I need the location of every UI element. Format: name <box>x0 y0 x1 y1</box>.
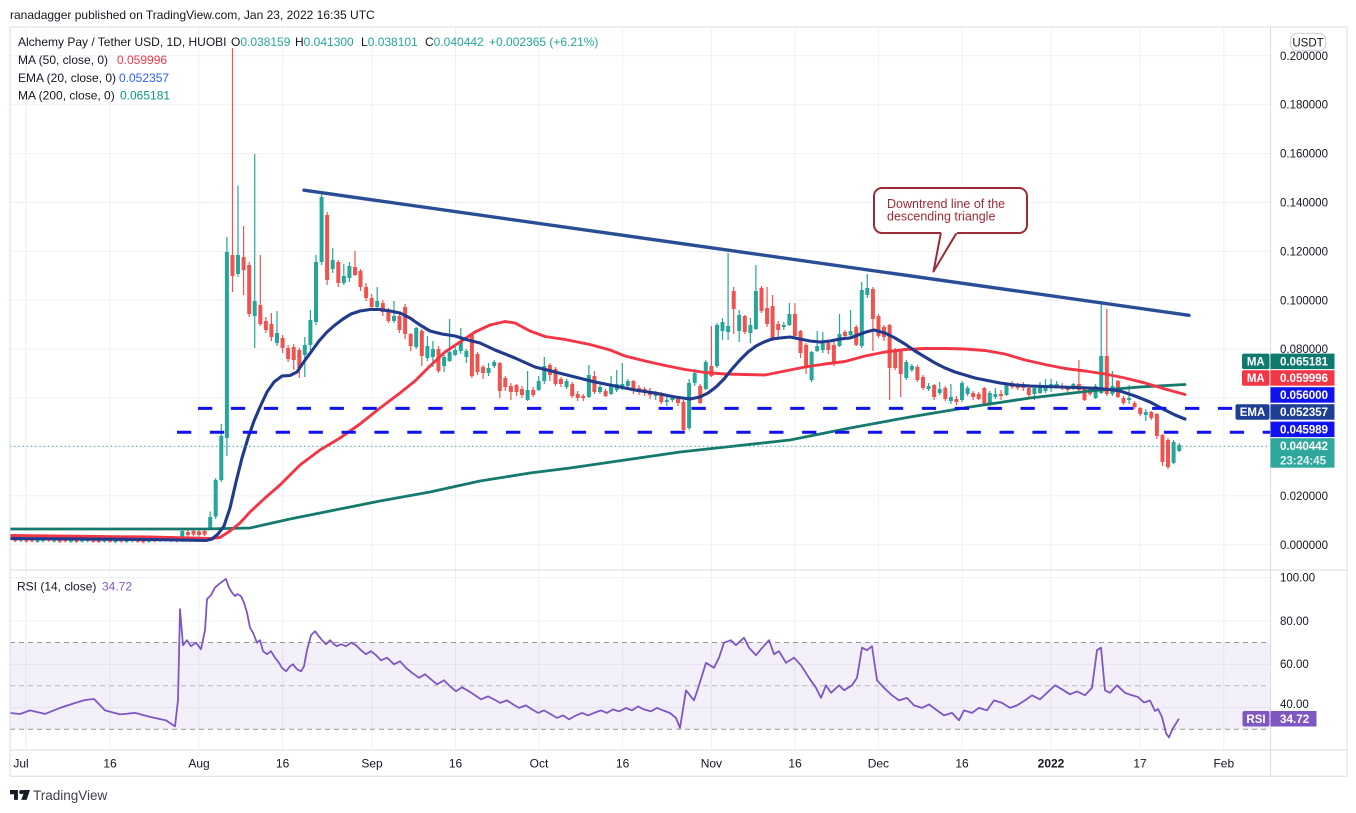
svg-text:80.00: 80.00 <box>1280 616 1309 628</box>
svg-text:EMA: EMA <box>1240 407 1266 419</box>
svg-text:100.00: 100.00 <box>1280 573 1315 585</box>
svg-text:+0.002365 (+6.21%): +0.002365 (+6.21%) <box>489 35 598 49</box>
svg-text:0.052357: 0.052357 <box>1280 406 1328 419</box>
svg-text:0.045989: 0.045989 <box>1280 424 1329 437</box>
svg-text:MA: MA <box>1247 357 1265 369</box>
svg-text:34.72: 34.72 <box>102 580 132 594</box>
svg-text:Nov: Nov <box>701 757 722 771</box>
svg-text:MA: MA <box>1247 373 1265 385</box>
svg-text:16: 16 <box>788 757 802 771</box>
svg-text:H0.041300: H0.041300 <box>295 35 354 49</box>
svg-text:0.160000: 0.160000 <box>1280 149 1328 161</box>
svg-text:40.00: 40.00 <box>1280 699 1309 711</box>
svg-text:ranadagger published on Tradin: ranadagger published on TradingView.com,… <box>10 8 375 22</box>
svg-text:16: 16 <box>449 757 463 771</box>
svg-text:16: 16 <box>103 757 117 771</box>
svg-text:0.052357: 0.052357 <box>119 71 169 85</box>
svg-text:0.020000: 0.020000 <box>1280 491 1328 503</box>
svg-text:L0.038101: L0.038101 <box>361 35 418 49</box>
svg-text:RSI: RSI <box>1246 714 1265 726</box>
svg-text:16: 16 <box>616 757 630 771</box>
svg-text:0.059996: 0.059996 <box>117 53 167 67</box>
svg-text:TradingView: TradingView <box>33 788 108 803</box>
svg-text:C0.040442: C0.040442 <box>425 35 484 49</box>
svg-text:RSI (14, close): RSI (14, close) <box>17 580 96 594</box>
svg-text:0.200000: 0.200000 <box>1280 51 1328 63</box>
svg-text:Oct: Oct <box>530 757 549 771</box>
svg-text:Feb: Feb <box>1213 757 1234 771</box>
svg-text:60.00: 60.00 <box>1280 659 1309 671</box>
svg-text:Dec: Dec <box>868 757 889 771</box>
svg-text:0.080000: 0.080000 <box>1280 344 1328 356</box>
svg-text:0.065181: 0.065181 <box>1280 356 1329 369</box>
svg-text:0.180000: 0.180000 <box>1280 100 1328 112</box>
svg-text:16: 16 <box>955 757 969 771</box>
svg-text:Downtrend line of the: Downtrend line of the <box>887 197 1005 211</box>
svg-text:USDT: USDT <box>1292 37 1323 49</box>
svg-text:EMA (20, close, 0): EMA (20, close, 0) <box>18 71 116 85</box>
svg-text:0.040442: 0.040442 <box>1280 440 1329 453</box>
svg-text:0.059996: 0.059996 <box>1280 372 1329 385</box>
svg-text:0.000000: 0.000000 <box>1280 540 1328 552</box>
svg-text:MA (200, close, 0): MA (200, close, 0) <box>18 89 115 103</box>
svg-text:0.100000: 0.100000 <box>1280 295 1328 307</box>
svg-text:0.120000: 0.120000 <box>1280 246 1328 258</box>
svg-text:23:24:45: 23:24:45 <box>1280 454 1327 467</box>
svg-text:17: 17 <box>1133 757 1147 771</box>
svg-text:0.065181: 0.065181 <box>120 89 170 103</box>
svg-text:Aug: Aug <box>188 757 209 771</box>
svg-text:Alchemy Pay / Tether USD, 1D,: Alchemy Pay / Tether USD, 1D, HUOBI <box>18 35 227 49</box>
svg-text:descending triangle: descending triangle <box>887 210 995 224</box>
svg-text:0.140000: 0.140000 <box>1280 198 1328 210</box>
svg-text:16: 16 <box>276 757 290 771</box>
svg-text:34.72: 34.72 <box>1280 713 1310 726</box>
svg-text:MA (50, close, 0): MA (50, close, 0) <box>18 53 108 67</box>
svg-text:Jul: Jul <box>13 757 28 771</box>
svg-text:O0.038159: O0.038159 <box>231 35 291 49</box>
svg-text:0.056000: 0.056000 <box>1280 389 1329 402</box>
svg-text:2022: 2022 <box>1038 757 1065 771</box>
svg-text:Sep: Sep <box>361 757 383 771</box>
